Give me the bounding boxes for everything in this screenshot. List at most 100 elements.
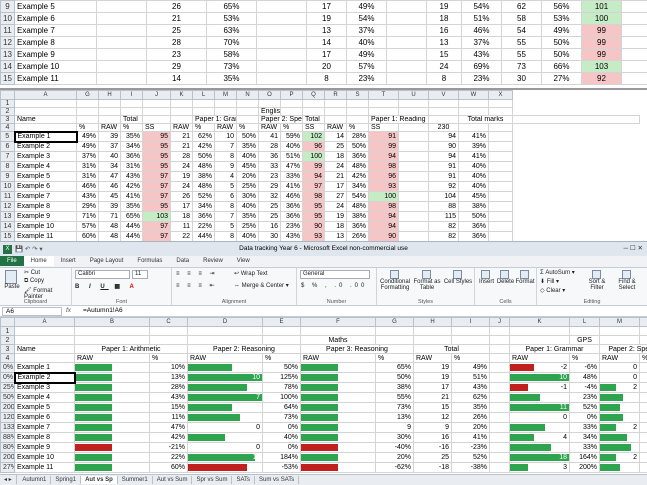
font-name-select[interactable]: Calibri	[75, 270, 130, 279]
ss-cell[interactable]: 93	[368, 181, 399, 192]
cell[interactable]	[398, 161, 429, 172]
value-cell[interactable]: 15	[426, 48, 462, 61]
databar-cell[interactable]: 5	[187, 362, 263, 373]
value-cell[interactable]: 13%	[149, 372, 188, 383]
value-cell[interactable]: 54%	[346, 12, 387, 25]
value-cell[interactable]: 52%	[451, 452, 490, 463]
name-cell[interactable]: Example 10	[14, 452, 75, 463]
value-cell[interactable]: 88%	[639, 432, 647, 443]
value-cell[interactable]: 38%	[375, 382, 414, 393]
value-cell[interactable]: 11	[170, 221, 193, 232]
cell[interactable]	[258, 99, 281, 108]
value-cell[interactable]: 40%	[280, 141, 303, 152]
ss-cell[interactable]: 97	[142, 231, 171, 241]
cell[interactable]	[488, 201, 513, 212]
cell[interactable]	[386, 24, 427, 37]
value-cell[interactable]: 8	[426, 72, 462, 85]
cell[interactable]	[488, 211, 513, 222]
databar-cell[interactable]: 11	[300, 362, 376, 373]
ss-cell[interactable]: 94	[302, 171, 325, 182]
paste-button[interactable]: Paste	[3, 270, 21, 290]
cell[interactable]	[14, 123, 77, 132]
value-cell[interactable]: 70%	[206, 36, 257, 49]
name-cell[interactable]: Example 11	[14, 72, 97, 85]
cell[interactable]	[96, 60, 147, 73]
databar-cell[interactable]: 2	[599, 382, 640, 393]
cell[interactable]	[509, 335, 570, 345]
name-cell[interactable]: Example 5	[14, 171, 77, 182]
cell[interactable]	[451, 335, 490, 345]
cell[interactable]	[302, 99, 325, 108]
cell[interactable]	[14, 107, 77, 116]
cell[interactable]	[621, 24, 647, 37]
value-cell[interactable]: 28	[170, 151, 193, 162]
cell[interactable]	[489, 462, 510, 473]
value-cell[interactable]: 40%	[262, 432, 301, 443]
value-cell[interactable]: 28%	[149, 382, 188, 393]
name-cell[interactable]: Example 6	[14, 412, 75, 423]
value-cell[interactable]: 133%	[639, 422, 647, 433]
cell[interactable]	[76, 115, 99, 124]
column-header[interactable]: E	[262, 317, 301, 327]
align-buttons-2[interactable]: ≡ ≡ ≡ ⇤	[176, 283, 218, 289]
cell[interactable]	[386, 72, 427, 85]
cell[interactable]	[488, 171, 513, 182]
format-as-table-button[interactable]: Format as Table	[412, 270, 442, 291]
value-cell[interactable]: 50%	[541, 36, 582, 49]
ss-cell[interactable]: 97	[142, 221, 171, 232]
cell[interactable]	[398, 221, 429, 232]
cell[interactable]	[398, 181, 429, 192]
value-cell[interactable]: 13%	[375, 412, 414, 423]
name-box[interactable]: A6	[2, 307, 62, 316]
value-cell[interactable]: 35%	[451, 402, 490, 413]
value-cell[interactable]: 115	[428, 211, 459, 222]
cell[interactable]	[256, 60, 307, 73]
value-cell[interactable]: 33	[258, 161, 281, 172]
cell[interactable]	[324, 115, 347, 124]
value-cell[interactable]: 37%	[461, 36, 502, 49]
cell[interactable]	[398, 211, 429, 222]
value-cell[interactable]: 36%	[346, 151, 369, 162]
cell[interactable]	[346, 107, 369, 116]
cell[interactable]	[488, 221, 513, 232]
cell[interactable]	[98, 99, 121, 108]
cell[interactable]	[96, 24, 147, 37]
cell[interactable]	[398, 171, 429, 182]
cell[interactable]	[489, 382, 510, 393]
value-cell[interactable]: 33%	[280, 171, 303, 182]
value-cell[interactable]: 55	[501, 48, 542, 61]
value-cell[interactable]: 0%	[262, 442, 301, 453]
value-cell[interactable]: 6	[214, 191, 237, 202]
value-cell[interactable]: 8	[214, 201, 237, 212]
cell[interactable]	[96, 0, 147, 13]
value-cell[interactable]: 50%	[236, 131, 259, 142]
value-cell[interactable]: 21	[146, 12, 207, 25]
value-cell[interactable]: -40%	[375, 442, 414, 453]
value-cell[interactable]: 48%	[346, 201, 369, 212]
cell[interactable]	[170, 115, 193, 124]
databar-cell[interactable]: 2	[74, 452, 150, 463]
value-cell[interactable]: 4	[214, 171, 237, 182]
cell[interactable]	[187, 335, 263, 345]
name-cell[interactable]: Example 9	[14, 442, 75, 453]
cell[interactable]	[236, 107, 259, 116]
value-cell[interactable]: 19	[306, 12, 347, 25]
value-cell[interactable]: 44%	[192, 231, 215, 241]
column-header[interactable]: L	[192, 90, 215, 100]
sheet-tab[interactable]: Spr vs Sum	[192, 476, 233, 484]
databar-cell[interactable]: -6	[74, 442, 150, 453]
ss-cell[interactable]: 102	[302, 131, 325, 142]
value-cell[interactable]: 20%	[236, 171, 259, 182]
databar-cell[interactable]: 4	[74, 462, 150, 473]
value-cell[interactable]: 43%	[120, 171, 143, 182]
ss-cell[interactable]: 96	[302, 141, 325, 152]
clear-button[interactable]: ◇ Clear ▾	[540, 288, 566, 294]
tab-view[interactable]: View	[236, 258, 250, 264]
cell[interactable]	[489, 326, 510, 336]
value-cell[interactable]: 0%	[569, 412, 600, 423]
value-cell[interactable]: 94	[428, 131, 459, 142]
cell[interactable]	[302, 107, 325, 116]
column-header[interactable]: G	[375, 317, 414, 327]
value-cell[interactable]: 8	[214, 151, 237, 162]
value-cell[interactable]: 45	[98, 191, 121, 202]
